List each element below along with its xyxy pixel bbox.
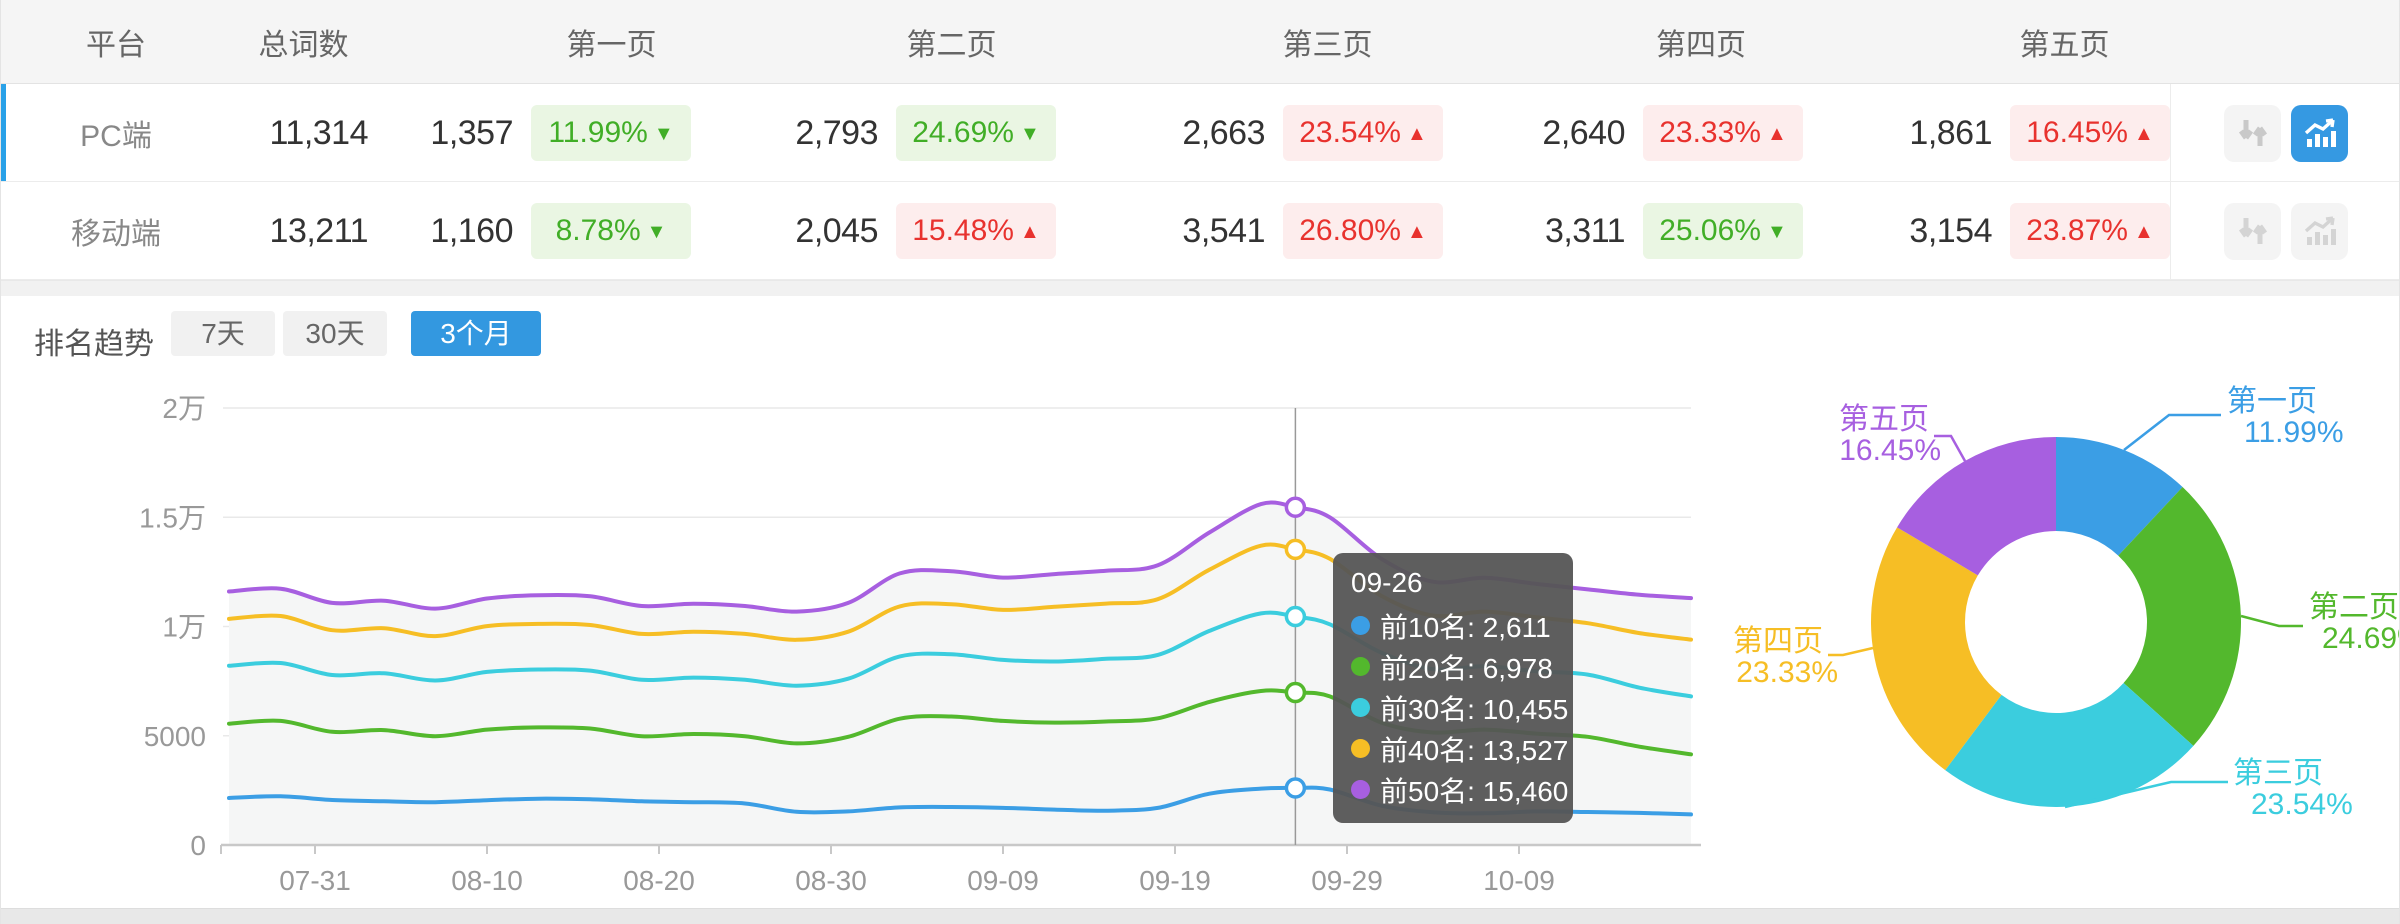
series-color-dot [1351,698,1370,717]
bottom-edge [1,908,2399,924]
donut-label-name: 第四页 [1733,625,1823,658]
donut-slice-第三页[interactable] [1945,682,2194,807]
page4-change-badge: 23.33% ▲ [1643,105,1803,161]
page3-count: 3,541 [1182,211,1265,250]
page1-change-badge: 8.78% ▼ [531,203,691,259]
page2-change-badge: 15.48% ▲ [896,203,1056,259]
sort-toggle-button[interactable] [2224,202,2281,260]
svg-text:09-29: 09-29 [1311,865,1383,896]
svg-text:5000: 5000 [144,721,206,752]
donut-label-percent: 11.99% [2244,416,2344,449]
svg-text:08-30: 08-30 [795,865,867,896]
donut-label-name: 第三页 [2233,757,2323,790]
col-header-page1: 第一页 [566,28,657,62]
tooltip-series-value: 前40名: 13,527 [1380,734,1569,766]
trend-chart-icon [2304,118,2336,147]
page5-change-badge: 23.87% ▲ [2010,203,2170,259]
donut-label-name: 第二页 [2309,591,2399,624]
donut-canvas [1828,413,2303,809]
trend-title: 排名趋势 [34,328,154,361]
tooltip-series-value: 前10名: 2,611 [1380,611,1551,643]
platform-label: 移动端 [71,218,161,251]
page1-count: 1,357 [430,113,513,152]
show-trend-chart-button[interactable] [2291,202,2348,260]
tooltip-series-row: 前30名: 10,455 [1351,687,1568,728]
page2-count: 2,793 [795,113,878,152]
page5-count: 1,861 [1909,113,1992,152]
svg-text:09-09: 09-09 [967,865,1039,896]
tooltip-date: 09-26 [1351,567,1423,598]
svg-text:2万: 2万 [162,393,206,424]
table-header: 平台 总词数 第一页 第二页 第三页 第四页 第五页 [1,0,2399,84]
donut-slice-第一页[interactable] [2056,437,2183,556]
col-header-page5: 第五页 [2019,28,2110,62]
page5-change-badge: 16.45% ▲ [2010,105,2170,161]
trend-controls: 排名趋势 7天 30天 3个月 [1,296,2399,386]
svg-text:09-19: 09-19 [1139,865,1211,896]
tooltip-series-row: 前10名: 2,611 [1351,605,1555,646]
swap-vertical-icon [2238,120,2267,146]
page3-count: 2,663 [1182,113,1265,152]
svg-text:10-09: 10-09 [1483,865,1555,896]
series-color-dot [1351,616,1370,635]
total-words: 11,314 [269,113,369,152]
tooltip-series-row: 前40名: 13,527 [1351,728,1568,769]
page4-count: 3,311 [1544,211,1626,250]
page2-change-badge: 24.69% ▼ [896,105,1056,161]
donut-slice-第二页[interactable] [2118,487,2241,746]
svg-text:0: 0 [190,830,206,861]
series-color-dot [1351,739,1370,758]
page4-count: 2,640 [1542,113,1625,152]
tooltip-series-value: 前50名: 15,460 [1380,775,1569,807]
col-header-page2: 第二页 [906,28,997,62]
tab-7-days[interactable]: 7天 [171,311,275,356]
rank-trend-line-chart[interactable]: 050001万1.5万2万爱站网07-3108-1008-2008-3009-0… [1,370,1761,924]
svg-text:1.5万: 1.5万 [139,502,206,533]
series-color-dot [1351,780,1370,799]
tooltip-series-row: 前20名: 6,978 [1351,646,1555,687]
platform-label: PC端 [80,120,152,153]
page3-change-badge: 26.80% ▲ [1283,203,1443,259]
swap-vertical-icon [2238,218,2267,244]
table-row-pc[interactable]: PC端 11,314 1,357 11.99% ▼ 2,793 24.69% ▼ 2… [1,84,2399,182]
series-color-dot [1351,657,1370,676]
donut-slice-第四页[interactable] [1871,527,2002,771]
col-header-page4: 第四页 [1656,28,1746,62]
tooltip-series-value: 前20名: 6,978 [1380,652,1553,684]
section-separator [1,280,2399,296]
page4-change-badge: 25.06% ▼ [1643,203,1803,259]
tab-30-days[interactable]: 30天 [283,311,387,356]
donut-label-percent: 24.69% [2322,622,2399,655]
sort-toggle-button[interactable] [2224,104,2281,162]
donut-label-name: 第一页 [2227,385,2317,418]
donut-label-percent: 23.54% [2251,788,2353,821]
donut-label-percent: 16.45% [1839,434,1941,467]
tab-3-months[interactable]: 3个月 [411,311,541,356]
svg-text:08-10: 08-10 [451,865,523,896]
svg-text:07-31: 07-31 [279,865,351,896]
tooltip-series-value: 前30名: 10,455 [1380,693,1569,725]
total-words: 13,211 [269,211,369,250]
table-row-mobile[interactable]: 移动端 13,211 1,160 8.78% ▼ 2,045 15.48% ▲ 3,… [1,182,2399,280]
col-header-platform: 平台 [86,28,146,62]
page1-change-badge: 11.99% ▼ [531,105,691,161]
svg-text:1万: 1万 [162,612,206,643]
page3-change-badge: 23.54% ▲ [1283,105,1443,161]
trend-chart-icon [2304,216,2336,245]
show-trend-chart-button[interactable] [2291,104,2348,162]
tooltip-series-row: 前50名: 15,460 [1351,769,1568,810]
col-header-page3: 第三页 [1282,28,1373,62]
svg-text:08-20: 08-20 [623,865,695,896]
col-header-total: 总词数 [258,28,349,62]
donut-label-name: 第五页 [1839,403,1929,436]
donut-slice-第五页[interactable] [1897,437,2056,576]
page5-count: 3,154 [1909,211,1992,250]
chart-tooltip: 09-26 前10名: 2,611 前20名: 6,978 前30名: 10,455… [1333,553,1573,823]
page2-count: 2,045 [795,211,878,250]
donut-label-percent: 23.33% [1736,656,1838,689]
page1-count: 1,160 [430,211,513,250]
